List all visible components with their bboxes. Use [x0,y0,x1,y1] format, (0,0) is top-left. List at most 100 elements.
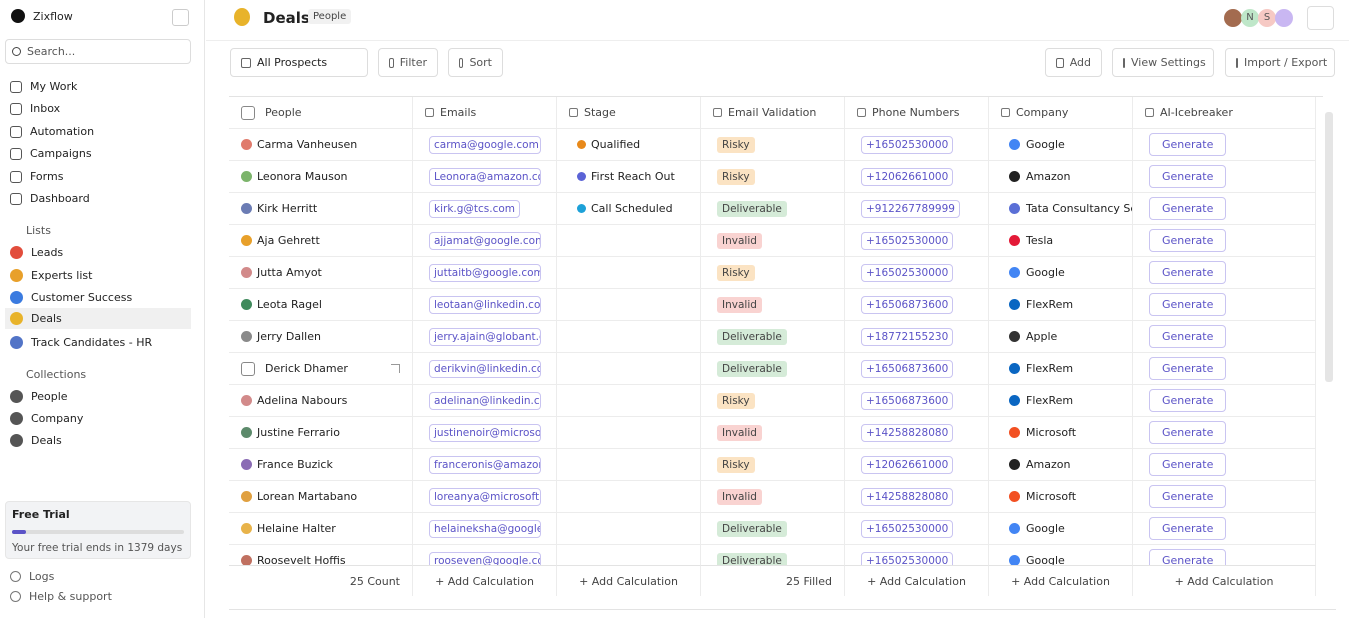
phone-pill[interactable]: +12062661000 [861,167,954,186]
validation-badge[interactable]: Risky [717,168,755,185]
person-name[interactable]: Jutta Amyot [257,266,322,279]
generate-button[interactable]: Generate [1149,389,1227,412]
section-title[interactable]: Lists [12,224,51,237]
phone-pill[interactable]: +16506873600 [861,391,954,410]
email-pill[interactable]: kirk.g@tcs.com [429,199,521,218]
email-pill[interactable]: Leonora@amazon.co... [429,167,541,186]
phone-pill[interactable]: +14258828080 [861,423,954,442]
nav-item[interactable]: Inbox [10,102,60,115]
person-name[interactable]: Kirk Herritt [257,202,318,215]
generate-button[interactable]: Generate [1149,485,1227,508]
company-name[interactable]: Amazon [1026,458,1071,471]
email-pill[interactable]: loreanya@microsoft.... [429,487,541,506]
email-pill[interactable]: justinenoir@microsof... [429,423,541,442]
email-pill[interactable]: juttaitb@google.com [429,263,541,282]
validation-badge[interactable]: Risky [717,136,755,153]
validation-badge[interactable]: Risky [717,456,755,473]
company-name[interactable]: Google [1026,554,1065,567]
view-settings-button[interactable]: View Settings [1112,48,1214,77]
column-header[interactable]: Emails [413,97,557,129]
search[interactable]: Search... [5,39,191,64]
nav-item[interactable]: Campaigns [10,147,92,160]
generate-button[interactable]: Generate [1149,133,1227,156]
checkbox[interactable] [241,105,255,120]
expand-icon[interactable] [391,364,400,373]
phone-pill[interactable]: +18772155230 [861,327,954,346]
phone-pill[interactable]: +16502530000 [861,231,954,250]
footer-cell[interactable]: 25 Filled [701,565,845,596]
column-header[interactable]: Phone Numbers [845,97,989,129]
stage-label[interactable]: Qualified [591,138,641,151]
phone-pill[interactable]: +16502530000 [861,135,954,154]
vertical-scrollbar[interactable] [1325,112,1333,382]
collapse-button[interactable] [172,9,189,26]
validation-badge[interactable]: Deliverable [717,360,787,377]
email-pill[interactable]: carma@google.com [429,135,541,154]
email-pill[interactable]: franceronis@amazon... [429,455,541,474]
footer-cell[interactable]: 25 Count [229,565,413,596]
person-name[interactable]: Lorean Martabano [257,490,358,503]
nav-item[interactable]: Track Candidates - HR [10,336,152,349]
email-pill[interactable]: ajjamat@google.com [429,231,541,250]
validation-badge[interactable]: Risky [717,392,755,409]
company-name[interactable]: FlexRem [1026,298,1074,311]
generate-button[interactable]: Generate [1149,517,1227,540]
generate-button[interactable]: Generate [1149,197,1227,220]
person-name[interactable]: Adelina Nabours [257,394,348,407]
company-name[interactable]: FlexRem [1026,362,1074,375]
email-pill[interactable]: helaineksha@google.... [429,519,541,538]
footer-cell[interactable]: + Add Calculation [557,565,701,596]
person-name[interactable]: Roosevelt Hoffis [257,554,346,567]
import-export-button[interactable]: Import / Export [1225,48,1335,77]
email-pill[interactable]: jerry.ajain@globant.c... [429,327,541,346]
generate-button[interactable]: Generate [1149,165,1227,188]
footer-cell[interactable]: + Add Calculation [845,565,989,596]
stage-label[interactable]: First Reach Out [591,170,675,183]
column-header[interactable]: Stage [557,97,701,129]
more-button[interactable] [1307,6,1334,30]
generate-button[interactable]: Generate [1149,357,1227,380]
validation-badge[interactable]: Invalid [717,488,762,505]
email-pill[interactable]: derikvin@linkedin.co... [429,359,541,378]
person-name[interactable]: Justine Ferrario [257,426,340,439]
person-name[interactable]: Jerry Dallen [257,330,321,343]
email-pill[interactable]: leotaan@linkedin.com [429,295,541,314]
nav-item[interactable]: Leads [10,246,63,259]
company-name[interactable]: Tesla [1026,234,1054,247]
company-name[interactable]: FlexRem [1026,394,1074,407]
nav-item[interactable]: Deals [5,308,191,329]
person-name[interactable]: Carma Vanheusen [257,138,358,151]
phone-pill[interactable]: +912267789999 [861,199,960,218]
column-header[interactable]: Company [989,97,1133,129]
validation-badge[interactable]: Invalid [717,296,762,313]
nav-item[interactable]: Deals [10,434,62,447]
nav-item[interactable]: Forms [10,170,63,183]
footer-cell[interactable]: + Add Calculation [413,565,557,596]
column-header[interactable]: AI-Icebreaker [1133,97,1316,129]
generate-button[interactable]: Generate [1149,293,1227,316]
company-name[interactable]: Google [1026,266,1065,279]
company-name[interactable]: Apple [1026,330,1058,343]
validation-badge[interactable]: Risky [717,264,755,281]
validation-badge[interactable]: Deliverable [717,552,787,569]
footer-cell[interactable]: + Add Calculation [989,565,1133,596]
person-name[interactable]: Derick Dhamer [265,362,348,375]
company-name[interactable]: Microsoft [1026,426,1077,439]
validation-badge[interactable]: Invalid [717,232,762,249]
company-name[interactable]: Google [1026,522,1065,535]
checkbox[interactable] [241,361,255,376]
view-select[interactable]: All Prospects [230,48,368,77]
nav-item[interactable]: My Work [10,80,77,93]
person-name[interactable]: Aja Gehrett [257,234,320,247]
filter-button[interactable]: Filter [378,48,438,77]
footer-cell[interactable]: + Add Calculation [1133,565,1316,596]
generate-button[interactable]: Generate [1149,261,1227,284]
nav-item[interactable]: Experts list [10,269,92,282]
add-button[interactable]: Add [1045,48,1102,77]
email-pill[interactable]: adelinan@linkedin.co... [429,391,541,410]
phone-pill[interactable]: +14258828080 [861,487,954,506]
validation-badge[interactable]: Deliverable [717,200,787,217]
footer-link[interactable]: Logs [10,570,54,583]
phone-pill[interactable]: +16506873600 [861,359,954,378]
phone-pill[interactable]: +16506873600 [861,295,954,314]
